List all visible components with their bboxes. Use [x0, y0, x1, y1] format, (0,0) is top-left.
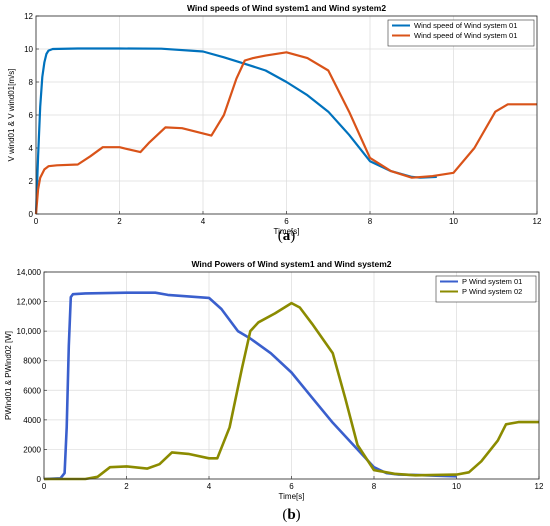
- x-tick-label: 0: [42, 482, 47, 491]
- legend-entry: P Wind system 02: [462, 287, 522, 296]
- y-tick-label: 4000: [23, 416, 41, 425]
- x-tick-label: 2: [117, 217, 122, 226]
- legend-entry: P Wind system 01: [462, 277, 522, 286]
- legend-box: [387, 19, 535, 47]
- x-tick-label: 10: [449, 217, 458, 226]
- y-tick-label: 2: [29, 177, 34, 186]
- wind-power-chart: Wind Powers of Wind system1 and Wind sys…: [4, 259, 544, 523]
- y-tick-label: 0: [37, 475, 42, 484]
- x-tick-label: 10: [452, 482, 461, 491]
- x-tick-label: 6: [284, 217, 289, 226]
- x-tick-label: 12: [535, 482, 544, 491]
- chart-title: Wind speeds of Wind system1 and Wind sys…: [187, 3, 386, 13]
- x-tick-label: 4: [201, 217, 206, 226]
- wind-speed-chart: Wind speeds of Wind system1 and Wind sys…: [7, 3, 542, 244]
- series-line-1: [34, 47, 437, 215]
- axes-box: [35, 15, 538, 215]
- y-axis-label: PWind01 & PWind02 [W]: [4, 331, 13, 420]
- x-tick-label: 0: [34, 217, 39, 226]
- y-tick-label: 8: [29, 78, 34, 87]
- x-axis-label: Time[s]: [279, 492, 305, 501]
- legend-entry: Wind speed of Wind system 01: [414, 31, 517, 40]
- x-tick-label: 2: [124, 482, 129, 491]
- x-tick-label: 4: [207, 482, 212, 491]
- axes-box: [43, 271, 540, 480]
- y-tick-label: 10,000: [17, 327, 42, 336]
- y-tick-label: 12: [24, 12, 33, 21]
- legend: P Wind system 01P Wind system 02: [435, 275, 537, 303]
- x-tick-label: 6: [289, 482, 294, 491]
- figure-caption: (b): [282, 507, 300, 523]
- x-axis-label: Time[s]: [274, 227, 300, 236]
- x-tick-label: 8: [372, 482, 377, 491]
- y-tick-label: 12,000: [17, 298, 42, 307]
- figure-caption: (a): [278, 228, 296, 244]
- y-tick-label: 6: [29, 111, 34, 120]
- legend-entry: Wind speed of Wind system 01: [414, 21, 517, 30]
- x-tick-label: 12: [533, 217, 542, 226]
- y-tick-label: 14,000: [17, 268, 42, 277]
- y-tick-label: 0: [29, 210, 34, 219]
- y-tick-label: 8000: [23, 357, 41, 366]
- x-tick-label: 8: [368, 217, 373, 226]
- y-tick-label: 10: [24, 45, 33, 54]
- y-tick-label: 4: [29, 144, 34, 153]
- chart-title: Wind Powers of Wind system1 and Wind sys…: [191, 259, 391, 269]
- series-line-2: [44, 301, 539, 481]
- y-tick-label: 6000: [23, 386, 41, 395]
- legend-box: [435, 275, 537, 303]
- series-line-2: [34, 51, 537, 215]
- y-tick-label: 2000: [23, 445, 41, 454]
- y-axis-label: V wind01 & V wind01[m/s]: [7, 69, 16, 162]
